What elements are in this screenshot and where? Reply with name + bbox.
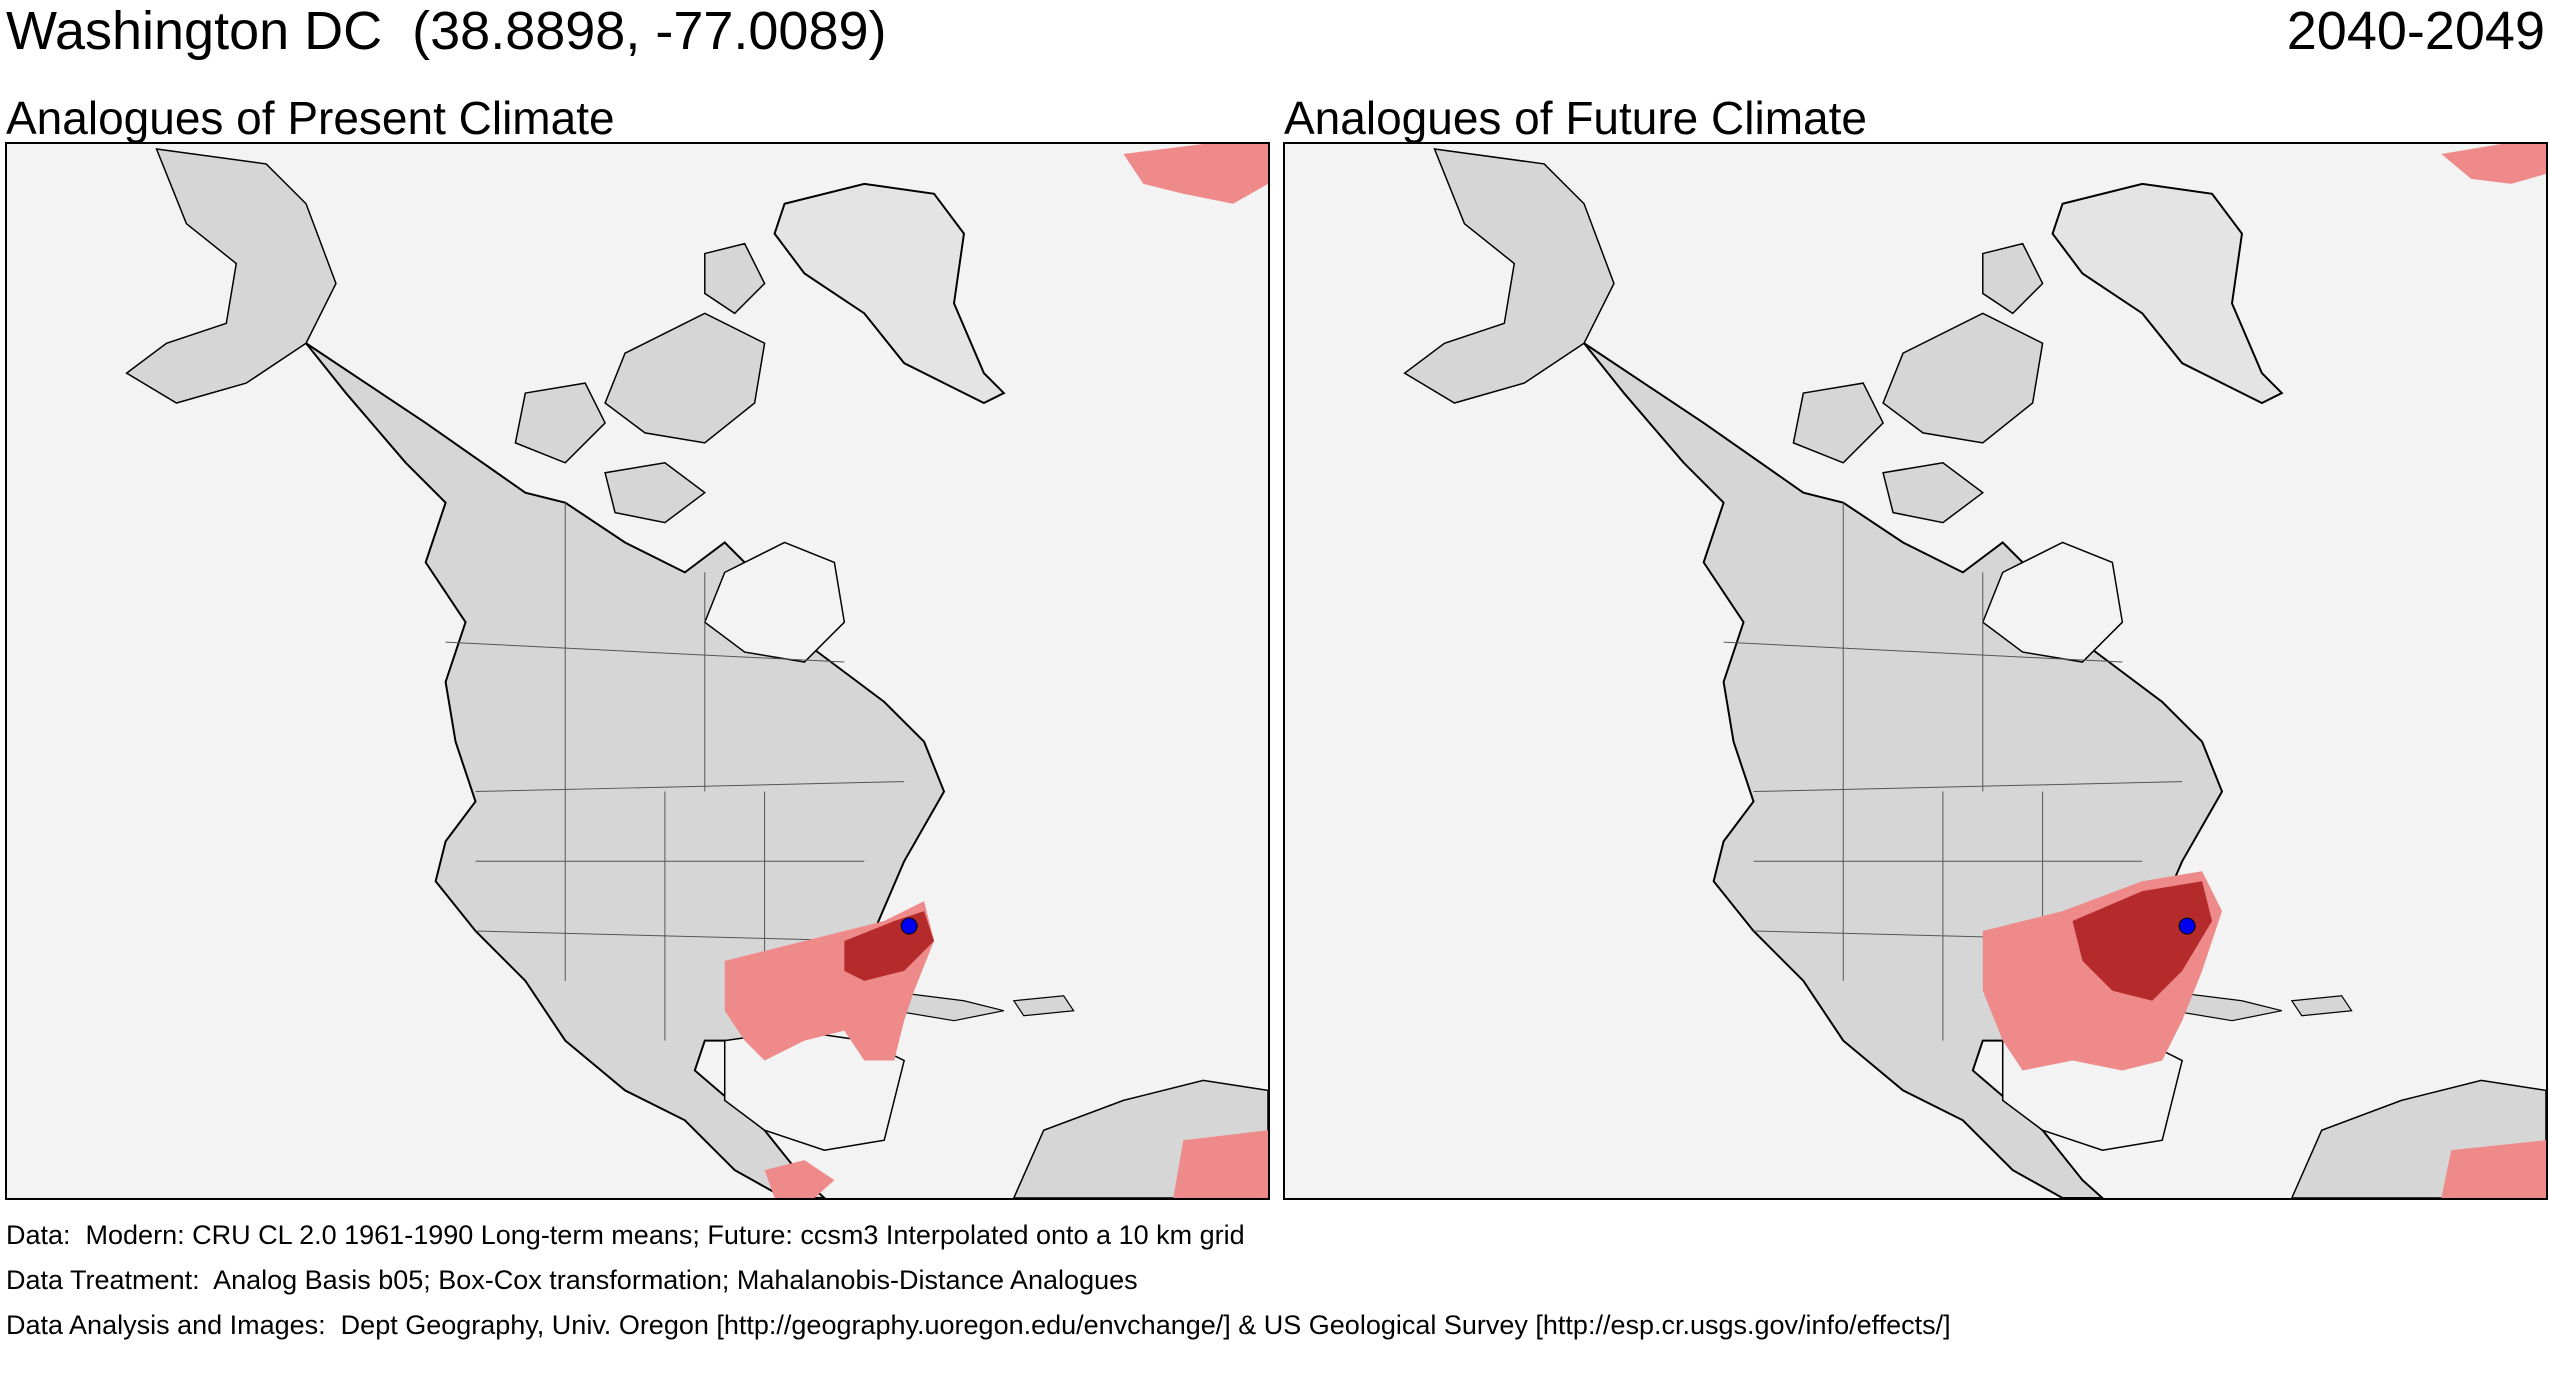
map-panel-present: [5, 142, 1270, 1200]
footer-treatment: Data Treatment: Analog Basis b05; Box-Co…: [6, 1265, 1138, 1295]
panel-title-future: Analogues of Future Climate: [1284, 92, 1867, 144]
greenland-landmass: [773, 182, 1006, 405]
site-marker: [2178, 917, 2196, 935]
footer-data: Data: Modern: CRU CL 2.0 1961-1990 Long-…: [6, 1220, 1245, 1250]
greenland-landmass: [2051, 182, 2284, 405]
alaska-landmass: [125, 148, 337, 404]
location-title: Washington DC (38.8898, -77.0089): [6, 1, 887, 61]
period-title: 2040-2049: [2286, 1, 2545, 61]
analogue-region-central-america: [2441, 1140, 2546, 1198]
map-future: [1403, 144, 2546, 1198]
analogue-region-dark: [2072, 881, 2213, 1001]
footer-analysis: Data Analysis and Images: Dept Geography…: [6, 1310, 1951, 1340]
map-panel-future: [1283, 142, 2548, 1200]
map-present: [125, 144, 1268, 1198]
political-borders: [445, 502, 905, 1041]
analogue-region-central-america: [764, 1130, 1268, 1198]
analogue-region-alaska-light: [2441, 144, 2546, 184]
panel-title-present: Analogues of Present Climate: [6, 92, 615, 144]
analogue-region-alaska-light: [1123, 144, 1268, 204]
alaska-landmass: [1403, 148, 1615, 404]
arctic-islands: [514, 242, 766, 524]
hudson-bay: [1981, 541, 2124, 663]
arctic-islands: [1792, 242, 2044, 524]
site-marker: [900, 917, 918, 935]
hudson-bay: [703, 541, 846, 663]
